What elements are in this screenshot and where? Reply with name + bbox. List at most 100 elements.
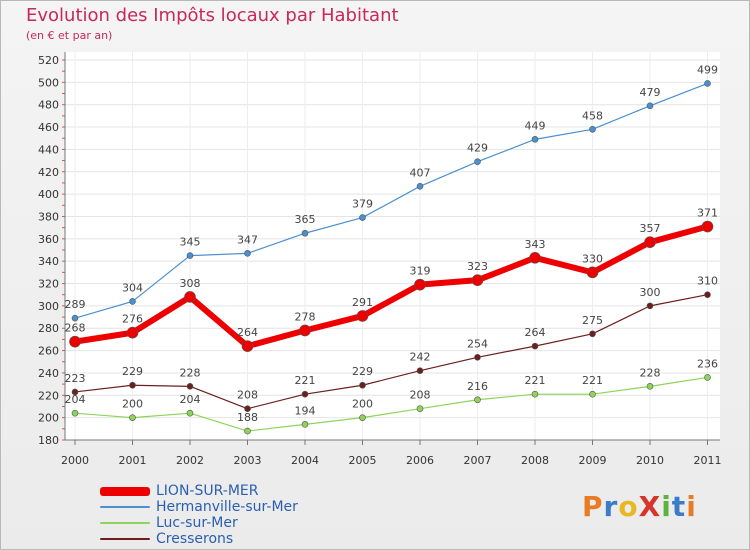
legend-label: LION-SUR-MER <box>156 483 259 499</box>
data-point-luc-sur-mer <box>474 396 481 404</box>
data-label-hermanville-sur-mer: 458 <box>582 109 603 122</box>
legend-swatch <box>100 538 150 540</box>
x-tick-label: 2000 <box>61 454 89 467</box>
data-point-luc-sur-mer <box>301 421 309 428</box>
data-point-hermanville-sur-mer <box>186 252 194 259</box>
y-tick-label: 240 <box>38 367 59 380</box>
y-tick-label: 260 <box>38 345 59 358</box>
series-line-cresserons <box>74 294 708 410</box>
data-label-cresserons: 229 <box>352 365 373 378</box>
y-tick-label: 480 <box>38 99 59 112</box>
data-label-cresserons: 221 <box>295 374 316 387</box>
data-label-luc-sur-mer: 200 <box>122 398 143 411</box>
series-line-hermanville-sur-mer <box>74 82 708 319</box>
data-label-cresserons: 229 <box>122 365 143 378</box>
data-point-cresserons <box>474 353 481 361</box>
data-point-cresserons <box>359 381 366 389</box>
y-tick-label: 500 <box>38 76 59 89</box>
data-point-cresserons <box>71 388 79 396</box>
x-tick-label: 2004 <box>291 454 319 467</box>
data-point-hermanville-sur-mer <box>359 214 366 221</box>
chart-subtitle: (en € et par an) <box>26 29 113 42</box>
data-label-luc-sur-mer: 188 <box>237 411 258 424</box>
data-point-hermanville-sur-mer <box>531 136 539 143</box>
legend-item-lion-sur-mer: LION-SUR-MER <box>100 483 298 499</box>
legend-swatch <box>100 486 150 496</box>
x-tick-label: 2006 <box>406 454 434 467</box>
y-tick-label: 460 <box>38 121 59 134</box>
data-point-hermanville-sur-mer <box>589 125 596 133</box>
data-point-lion-sur-mer <box>184 291 196 303</box>
data-label-luc-sur-mer: 200 <box>352 398 373 411</box>
data-label-lion-sur-mer: 264 <box>237 326 258 339</box>
data-point-luc-sur-mer <box>71 409 79 417</box>
data-point-lion-sur-mer <box>241 340 254 352</box>
data-point-hermanville-sur-mer <box>244 250 251 257</box>
y-tick-label: 420 <box>38 166 59 179</box>
data-label-lion-sur-mer: 319 <box>410 265 431 278</box>
legend-swatch <box>100 506 150 508</box>
data-point-cresserons <box>704 291 711 299</box>
data-label-lion-sur-mer: 268 <box>65 322 86 335</box>
data-point-lion-sur-mer <box>471 274 484 286</box>
y-tick-label: 440 <box>38 143 59 156</box>
data-point-luc-sur-mer <box>531 390 539 398</box>
data-label-cresserons: 242 <box>410 351 431 364</box>
x-tick-label: 2005 <box>349 454 377 467</box>
y-tick-label: 340 <box>38 255 59 268</box>
y-tick-label: 380 <box>38 210 59 223</box>
data-point-lion-sur-mer <box>644 236 656 248</box>
data-label-lion-sur-mer: 308 <box>180 277 201 290</box>
series-line-luc-sur-mer <box>74 376 708 432</box>
data-point-luc-sur-mer <box>589 390 596 398</box>
data-point-luc-sur-mer <box>244 427 251 435</box>
data-point-lion-sur-mer <box>356 310 369 322</box>
data-label-hermanville-sur-mer: 304 <box>122 281 143 294</box>
y-tick-label: 280 <box>38 322 59 335</box>
data-label-luc-sur-mer: 208 <box>410 389 431 402</box>
data-point-hermanville-sur-mer <box>474 158 481 166</box>
y-tick-label: 300 <box>38 300 59 313</box>
data-point-luc-sur-mer <box>704 374 711 381</box>
data-point-lion-sur-mer <box>529 252 541 264</box>
x-tick-label: 2011 <box>694 454 722 467</box>
data-label-hermanville-sur-mer: 407 <box>410 166 431 179</box>
data-point-luc-sur-mer <box>359 414 366 421</box>
data-label-hermanville-sur-mer: 289 <box>65 298 86 311</box>
data-label-lion-sur-mer: 357 <box>640 222 661 235</box>
data-point-lion-sur-mer <box>701 220 714 233</box>
x-tick-label: 2010 <box>636 454 664 467</box>
data-point-luc-sur-mer <box>186 409 194 417</box>
data-label-lion-sur-mer: 330 <box>582 252 603 265</box>
data-label-luc-sur-mer: 216 <box>467 380 488 393</box>
data-label-lion-sur-mer: 323 <box>467 260 488 273</box>
x-tick-label: 2009 <box>579 454 607 467</box>
data-point-cresserons <box>301 390 309 398</box>
data-point-cresserons <box>589 330 596 338</box>
data-label-cresserons: 223 <box>65 372 86 385</box>
data-label-cresserons: 310 <box>697 275 718 288</box>
data-label-luc-sur-mer: 204 <box>180 393 201 406</box>
y-tick-label: 200 <box>38 412 59 425</box>
data-point-lion-sur-mer <box>69 335 81 348</box>
x-tick-label: 2008 <box>521 454 549 467</box>
data-point-luc-sur-mer <box>129 414 136 421</box>
data-point-luc-sur-mer <box>646 383 654 390</box>
y-tick-label: 180 <box>38 434 59 447</box>
data-point-lion-sur-mer <box>299 324 311 337</box>
data-label-cresserons: 254 <box>467 337 488 350</box>
data-point-hermanville-sur-mer <box>129 298 136 305</box>
y-tick-label: 360 <box>38 233 59 246</box>
data-point-hermanville-sur-mer <box>646 102 654 110</box>
legend-item-cresserons: Cresserons <box>100 531 298 547</box>
plot-area <box>65 52 720 440</box>
legend-item-luc-sur-mer: Luc-sur-Mer <box>100 515 298 531</box>
data-label-luc-sur-mer: 194 <box>295 404 316 417</box>
data-point-cresserons <box>416 367 424 375</box>
x-tick-label: 2007 <box>464 454 492 467</box>
legend-label: Hermanville-sur-Mer <box>156 499 298 515</box>
data-label-cresserons: 275 <box>582 314 603 327</box>
data-label-hermanville-sur-mer: 365 <box>295 213 316 226</box>
data-label-lion-sur-mer: 371 <box>697 207 718 220</box>
data-point-hermanville-sur-mer <box>71 314 79 322</box>
